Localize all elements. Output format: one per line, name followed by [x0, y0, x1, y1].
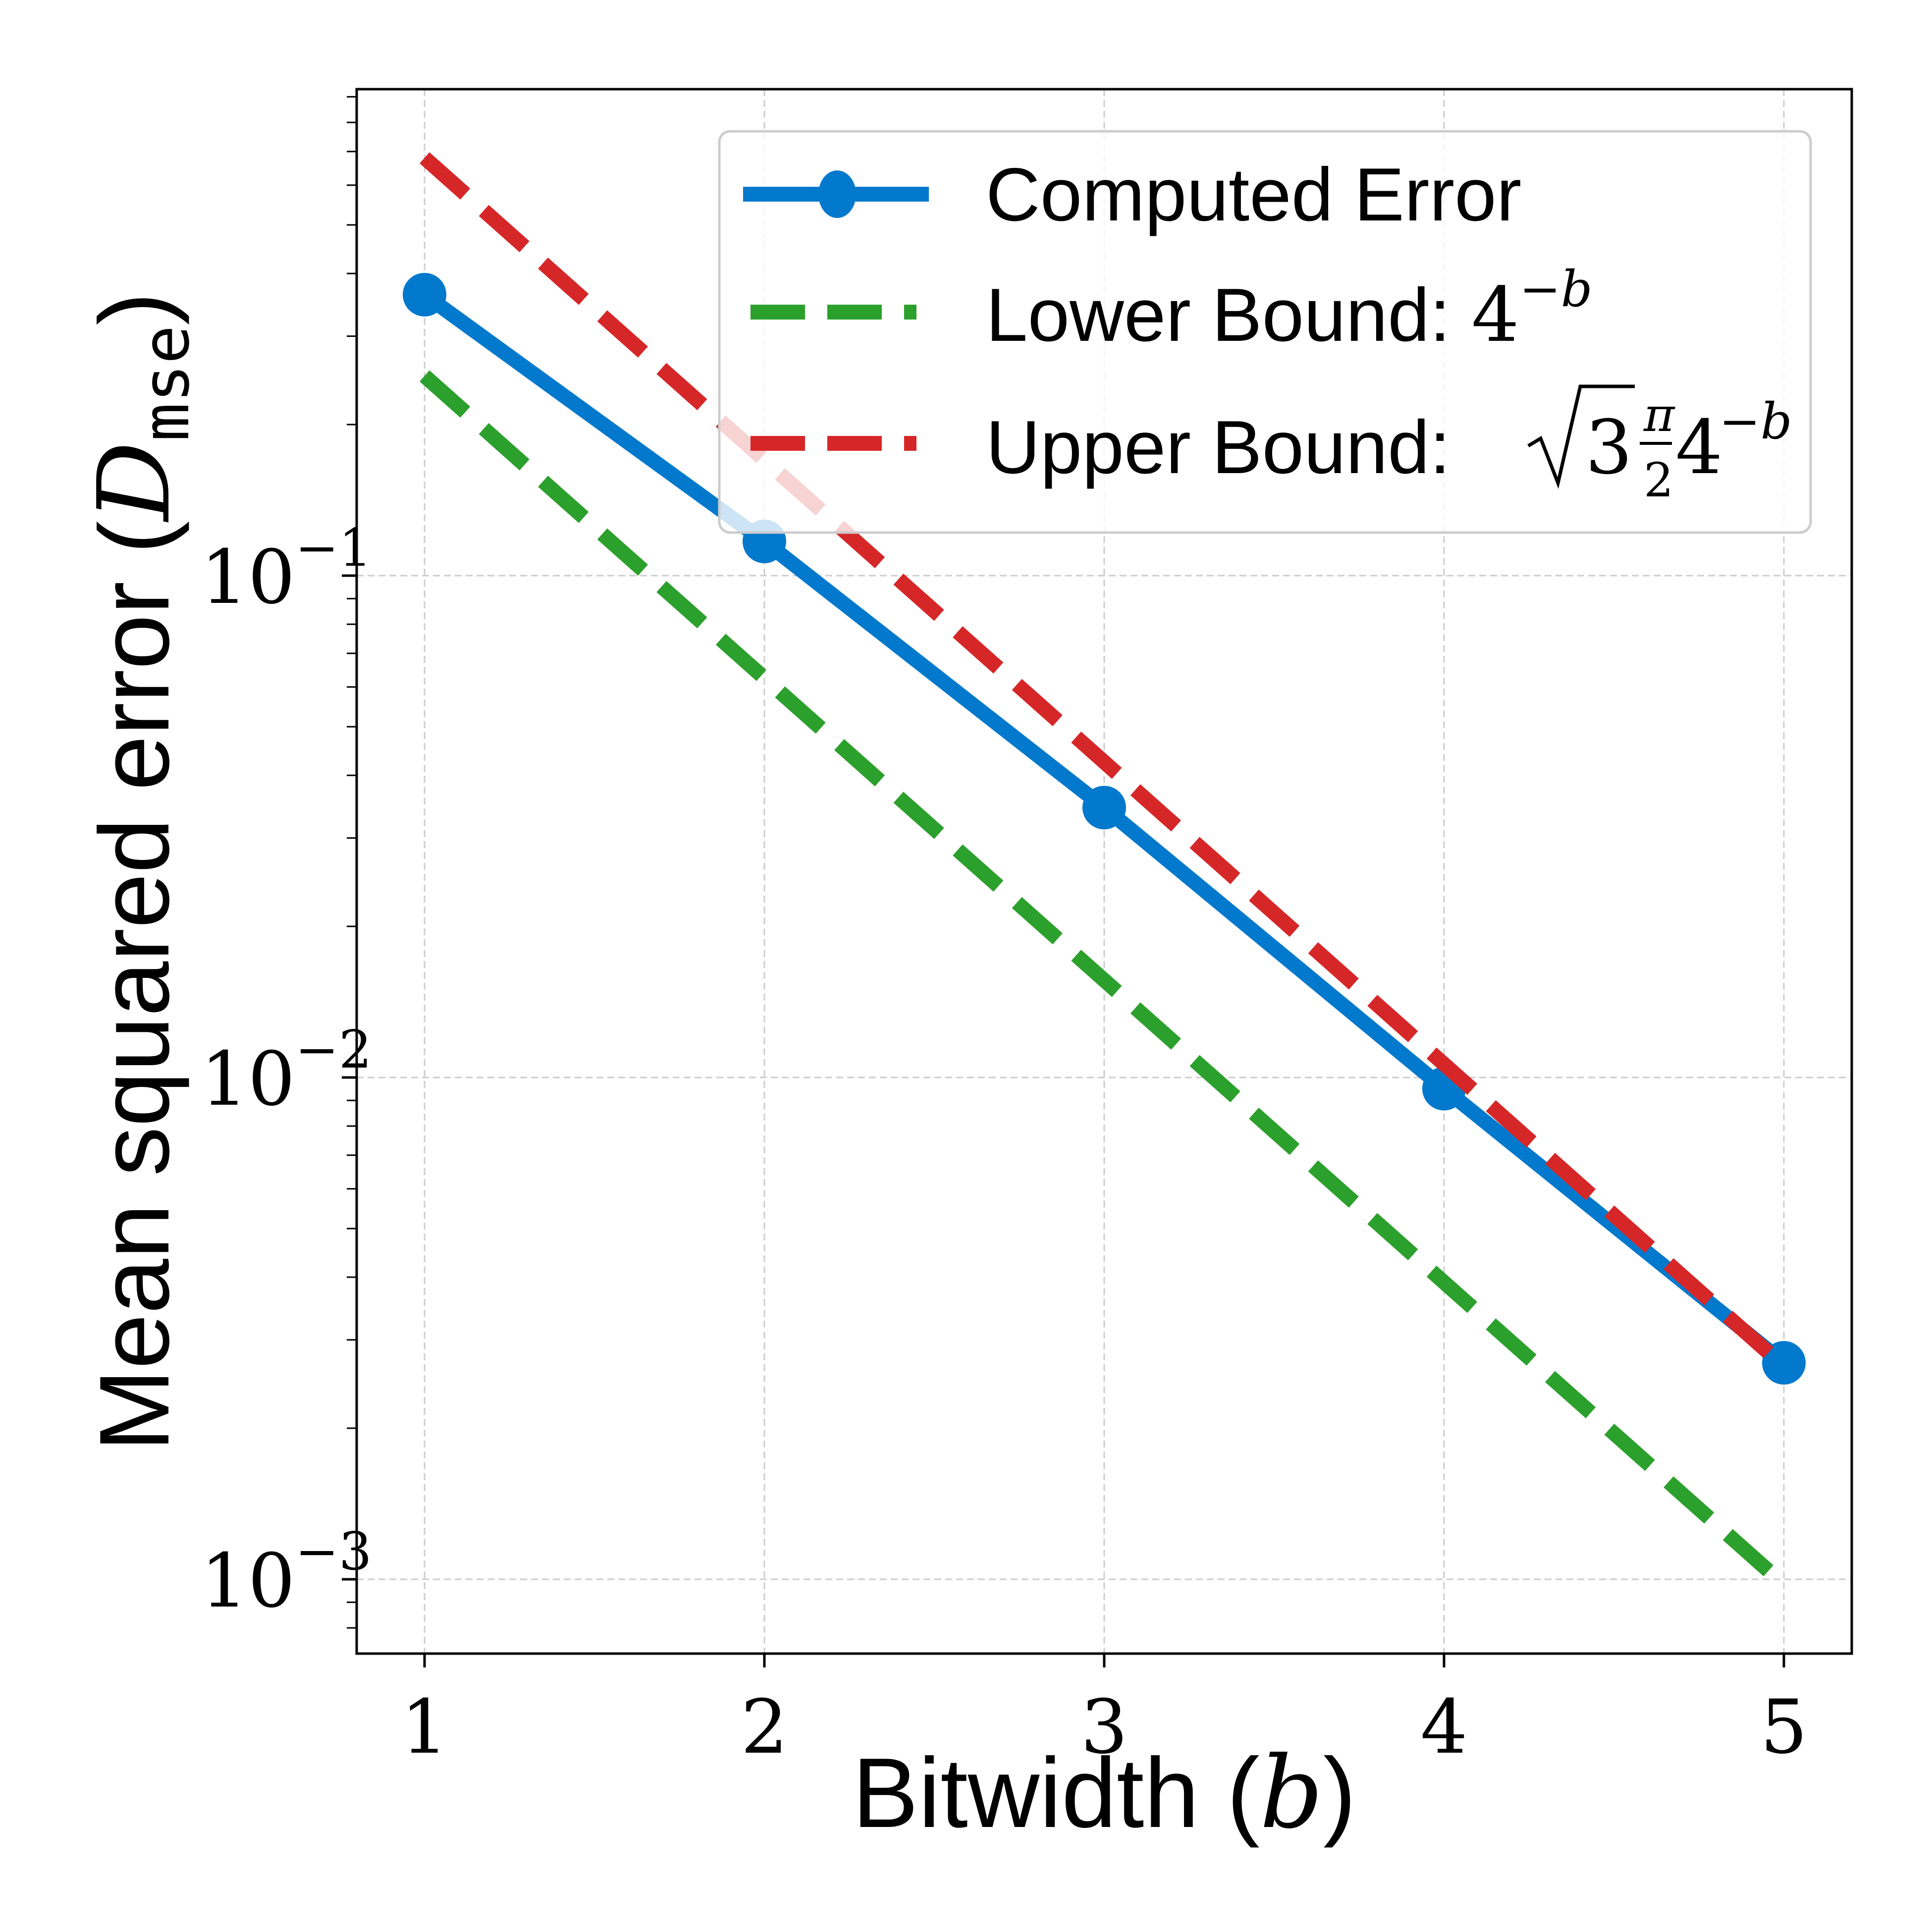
y-axis-ticks: 10−1 10−2 10−3 [201, 518, 372, 1624]
series-2-line [420, 152, 1789, 1372]
x-tick-label: 3 [1080, 1684, 1127, 1771]
data-point-marker [403, 272, 446, 317]
legend-marker-icon [818, 170, 856, 218]
x-tick-label: 2 [741, 1684, 788, 1771]
legend: Computed Error Lower Bound: 4−b Upper Bo… [718, 130, 1812, 534]
svg-text:4: 4 [1675, 405, 1722, 491]
x-axis-ticks: 1 2 3 4 5 [401, 1654, 1808, 1771]
series-1-line [420, 370, 1789, 1590]
x-tick-label: 1 [401, 1684, 448, 1771]
x-tick-label: 5 [1760, 1684, 1807, 1771]
svg-text:3: 3 [1585, 405, 1632, 491]
sqrt-icon [1527, 384, 1635, 489]
svg-text:2: 2 [1644, 453, 1673, 508]
upper-bound-formula: 3 π 2 4 −b [1527, 384, 1792, 508]
data-point-marker [1762, 1341, 1806, 1385]
svg-text:−b: −b [1719, 392, 1792, 450]
gridlines [357, 89, 1852, 1654]
legend-label-computed-error: Computed Error [986, 153, 1521, 237]
svg-text:π: π [1643, 388, 1675, 442]
y-tick-label: 10−2 [201, 1020, 372, 1123]
x-tick-label: 4 [1420, 1684, 1467, 1771]
data-point-marker [1082, 786, 1126, 830]
legend-item-lower-bound: Lower Bound: 4−b [751, 260, 1593, 359]
x-axis-label: Bitwidth (b) [852, 1735, 1356, 1851]
y-minor-ticks [347, 96, 357, 1629]
y-tick-label: 10−1 [201, 518, 372, 621]
legend-box [718, 130, 1812, 534]
legend-label-upper-bound: Upper Bound: [986, 405, 1450, 489]
legend-item-computed-error: Computed Error [743, 153, 1521, 237]
legend-label-lower-bound: Lower Bound: 4−b [986, 260, 1593, 359]
legend-item-upper-bound: Upper Bound: 3 π 2 4 −b [751, 384, 1792, 508]
data-series [403, 152, 1806, 1590]
y-axis-label: Mean squared error (Dmse) [77, 292, 204, 1451]
y-tick-label: 10−3 [201, 1521, 372, 1624]
svg-text:Mean squared error (Dmse): Mean squared error (Dmse) [77, 292, 204, 1451]
